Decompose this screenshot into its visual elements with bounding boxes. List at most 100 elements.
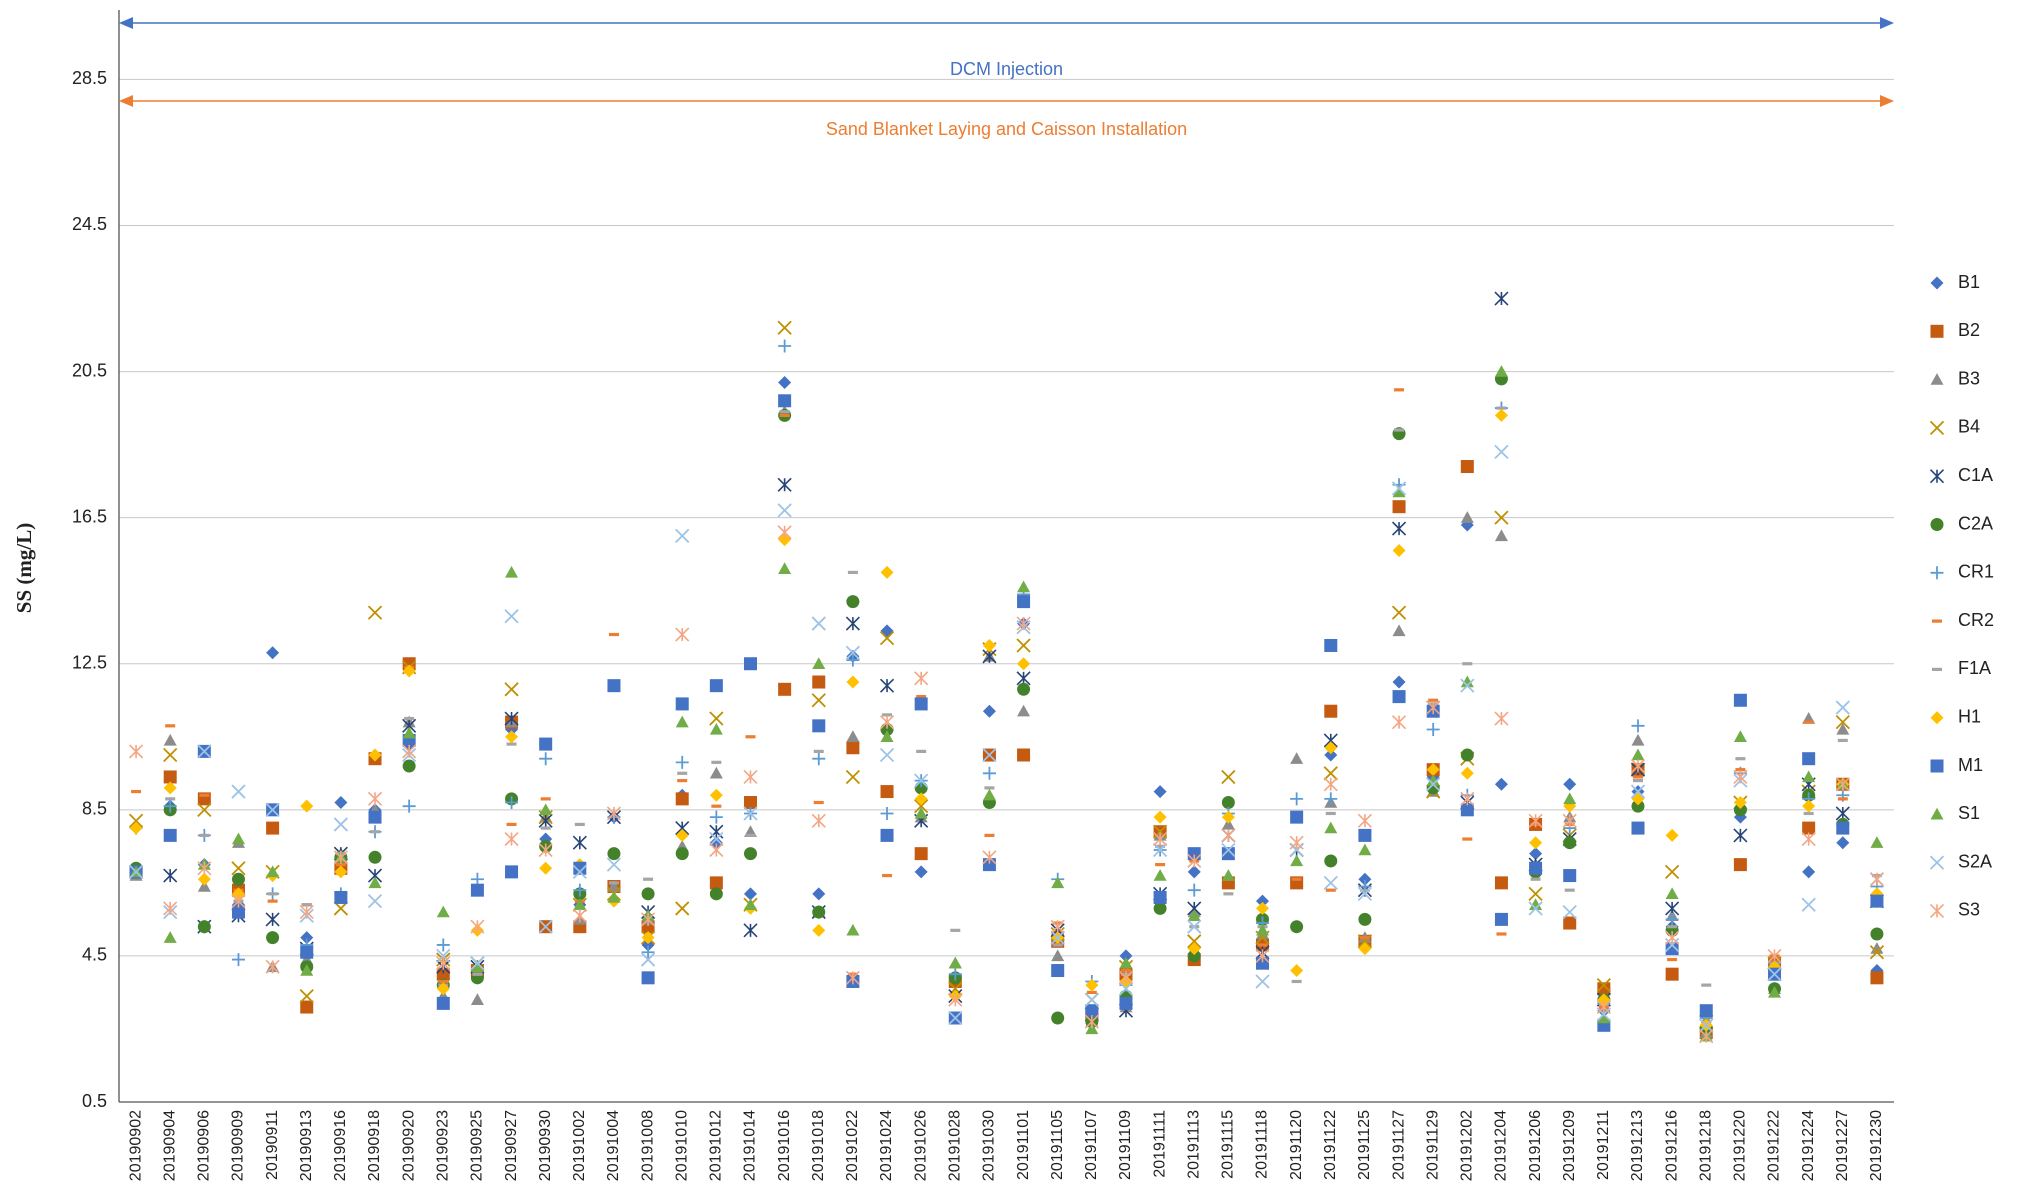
- data-point: [914, 697, 928, 711]
- data-point: [1358, 872, 1372, 886]
- data-point: [231, 894, 246, 909]
- data-point: [299, 905, 314, 920]
- legend-marker: [1930, 518, 1944, 532]
- data-point: [1084, 1014, 1099, 1029]
- data-point: [333, 901, 349, 916]
- data-point: [1051, 1011, 1065, 1025]
- data-point: [1290, 964, 1304, 978]
- x-tick-label: 20190925: [469, 1110, 486, 1181]
- data-point: [1733, 693, 1747, 707]
- x-tick-label: 20191122: [1322, 1110, 1339, 1180]
- data-point: [811, 616, 826, 631]
- data-point: [982, 766, 996, 780]
- x-tick-label: 20190918: [366, 1110, 383, 1181]
- data-point: [982, 850, 997, 865]
- data-point: [982, 788, 996, 801]
- data-point: [163, 781, 177, 795]
- data-point: [1631, 719, 1645, 733]
- data-point: [163, 747, 178, 763]
- data-point: [1870, 836, 1884, 848]
- data-point: [1324, 638, 1338, 652]
- data-point: [538, 842, 553, 858]
- data-point: [1357, 886, 1373, 901]
- data-point: [743, 796, 757, 810]
- y-tick-label: 4.5: [82, 945, 107, 965]
- data-point: [1767, 967, 1782, 982]
- data-point: [504, 711, 519, 726]
- data-point: [1016, 671, 1031, 686]
- data-point: [812, 719, 826, 733]
- data-point: [231, 953, 245, 967]
- x-tick-label: 20191127: [1390, 1110, 1407, 1180]
- data-point: [845, 970, 860, 985]
- data-point: [1050, 930, 1065, 945]
- data-point: [1187, 949, 1201, 963]
- data-point: [1563, 869, 1577, 883]
- x-tick-label: 20191202: [1459, 1110, 1476, 1181]
- data-point: [1460, 675, 1474, 688]
- data-point: [470, 993, 484, 1005]
- data-point: [1153, 831, 1168, 847]
- data-point: [1324, 792, 1338, 806]
- x-tick-label: 20190909: [230, 1110, 247, 1181]
- y-tick-label: 24.5: [72, 214, 107, 234]
- data-point: [1528, 813, 1543, 828]
- data-point: [641, 912, 656, 927]
- data-point: [1665, 912, 1679, 926]
- data-point: [573, 861, 587, 875]
- data-point: [1664, 937, 1680, 953]
- legend-label: C1A: [1958, 465, 1993, 485]
- x-tick-label: 20191004: [605, 1110, 622, 1181]
- data-point: [1221, 817, 1235, 830]
- data-point: [333, 850, 348, 865]
- data-point: [1426, 777, 1441, 792]
- x-tick-label: 20191010: [673, 1110, 690, 1181]
- data-point: [505, 730, 519, 744]
- data-point: [982, 704, 996, 718]
- data-point: [436, 938, 450, 952]
- data-point: [367, 893, 383, 909]
- data-point: [1017, 595, 1031, 609]
- data-point: [1153, 901, 1167, 915]
- data-point: [539, 752, 553, 766]
- data-point: [163, 770, 177, 784]
- data-point: [1391, 605, 1407, 620]
- data-point: [572, 835, 587, 850]
- data-point: [1187, 853, 1202, 869]
- legend-marker: [1929, 855, 1945, 870]
- x-tick-label: 20190911: [264, 1110, 281, 1180]
- data-point: [504, 609, 519, 624]
- legend-marker: [1929, 903, 1945, 918]
- data-point: [1630, 758, 1646, 774]
- data-point: [1802, 752, 1816, 766]
- y-axis-title: SS (mg/L): [12, 523, 36, 613]
- data-point: [197, 920, 211, 934]
- data-point: [402, 664, 416, 678]
- data-point: [470, 960, 484, 973]
- data-point: [1221, 769, 1236, 785]
- data-point: [1391, 481, 1407, 496]
- data-point: [675, 715, 689, 728]
- data-point: [1051, 964, 1065, 978]
- data-point: [1869, 872, 1884, 887]
- data-point: [1290, 792, 1304, 806]
- x-tick-label: 20190913: [298, 1110, 315, 1181]
- data-point: [1392, 624, 1406, 637]
- data-point: [1426, 763, 1440, 777]
- data-point: [845, 769, 861, 785]
- data-point: [1699, 1029, 1714, 1044]
- data-point: [1870, 927, 1884, 941]
- x-tick-label: 20191028: [947, 1110, 964, 1181]
- data-point: [1153, 785, 1167, 799]
- legend-label: S1: [1958, 803, 1980, 823]
- data-point: [1426, 774, 1440, 786]
- data-point: [812, 675, 826, 689]
- x-tick-label: 20191107: [1083, 1110, 1100, 1180]
- data-point: [538, 813, 553, 828]
- data-point: [367, 605, 383, 620]
- data-point: [1733, 730, 1747, 742]
- x-tick-label: 20191014: [742, 1110, 759, 1181]
- x-tick-label: 20191002: [571, 1110, 588, 1181]
- data-point: [1596, 977, 1611, 993]
- data-point: [1631, 748, 1645, 761]
